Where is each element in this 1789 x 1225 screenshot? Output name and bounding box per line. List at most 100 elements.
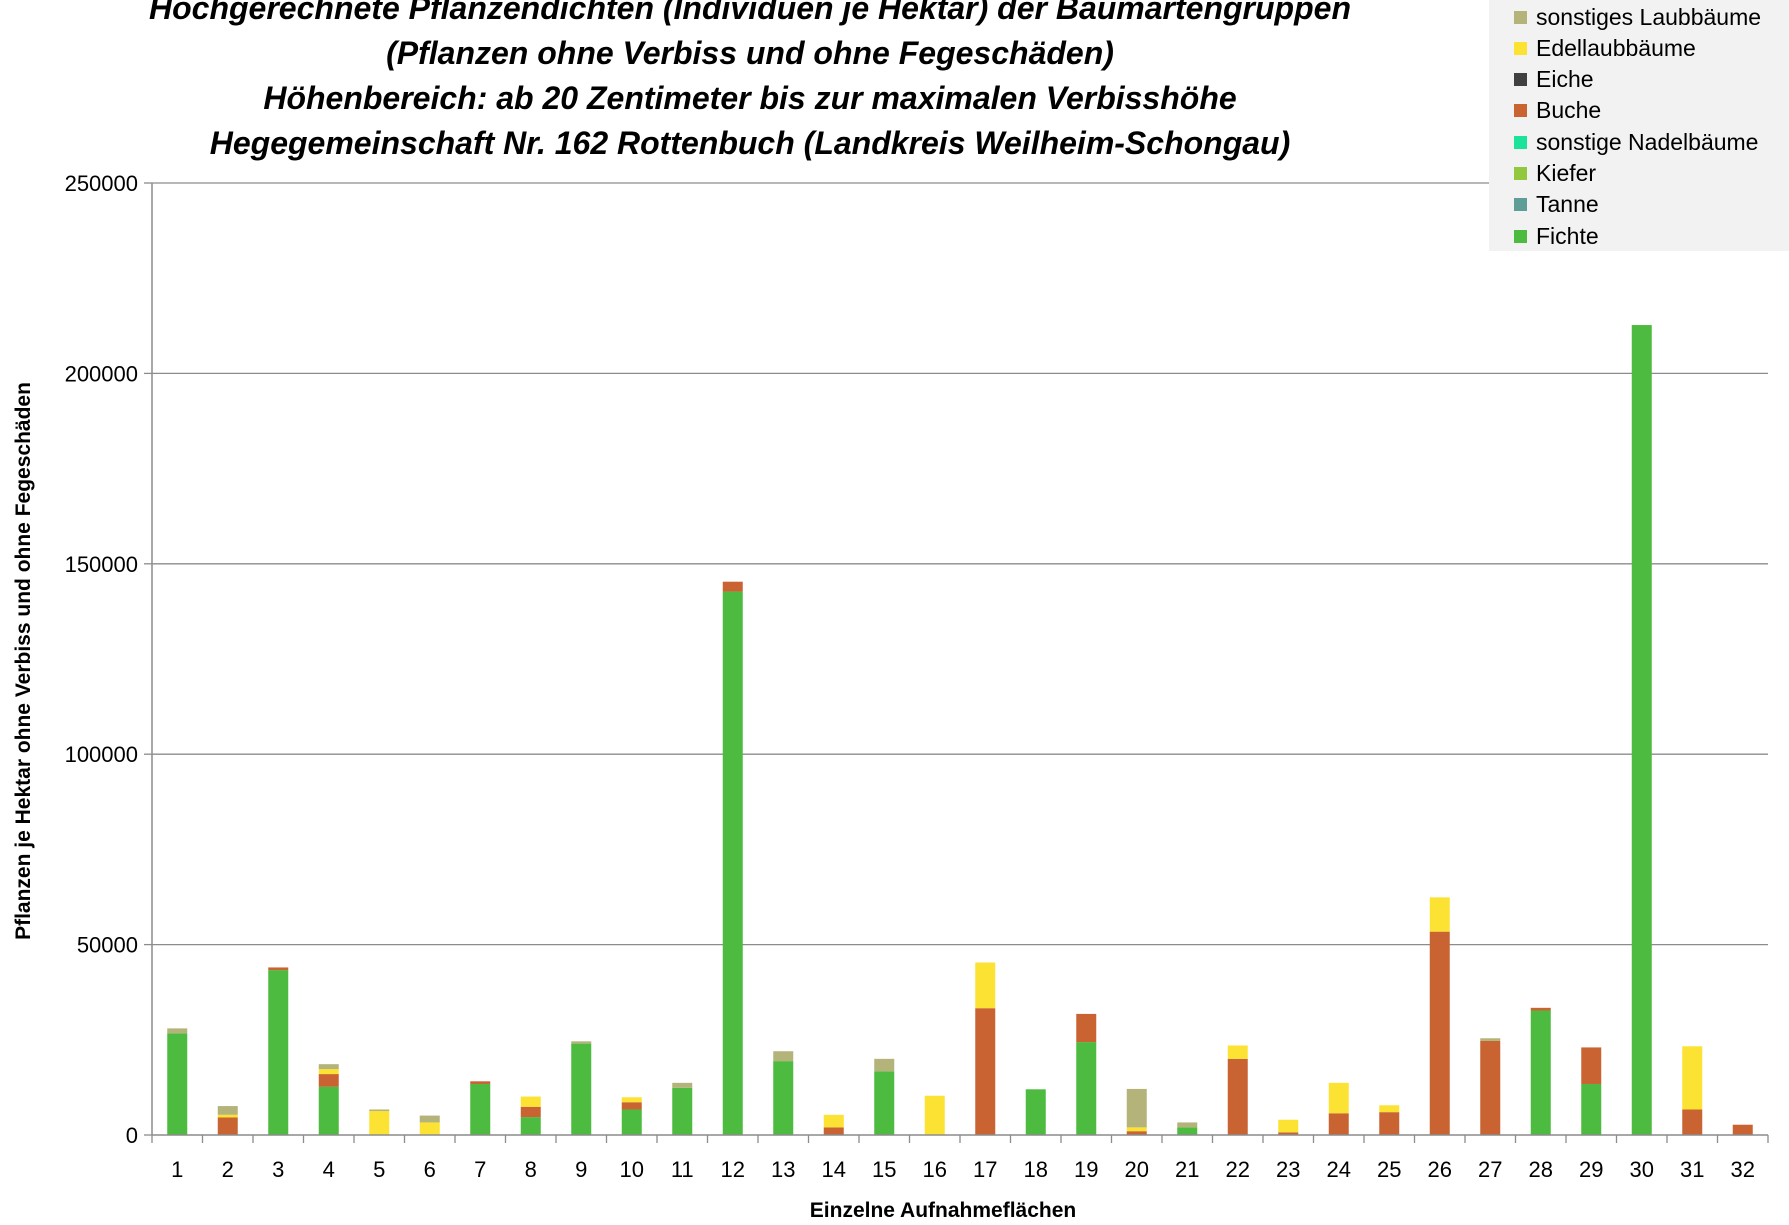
bar-segment bbox=[520, 1096, 541, 1107]
bar-segment bbox=[419, 1122, 440, 1135]
legend-swatch bbox=[1514, 229, 1527, 243]
legend-swatch bbox=[1514, 167, 1527, 180]
bar-segment bbox=[621, 1102, 642, 1110]
y-tick-label: 200000 bbox=[65, 361, 138, 386]
bar-segment bbox=[268, 970, 289, 1135]
bar-segment bbox=[369, 1109, 390, 1112]
x-tick-label: 7 bbox=[474, 1157, 486, 1182]
x-tick-label: 25 bbox=[1377, 1157, 1401, 1182]
x-tick-label: 9 bbox=[575, 1157, 587, 1182]
bar-segment bbox=[217, 1106, 238, 1115]
bar-segment bbox=[318, 1064, 339, 1070]
y-tick-label: 150000 bbox=[65, 552, 138, 577]
bar-segment bbox=[823, 1127, 844, 1135]
x-tick-label: 29 bbox=[1579, 1157, 1603, 1182]
bar-segment bbox=[1126, 1088, 1147, 1128]
bar-segment bbox=[1126, 1131, 1147, 1135]
bar-segment bbox=[823, 1114, 844, 1128]
bar-segment bbox=[621, 1097, 642, 1103]
bar-segment bbox=[571, 1041, 592, 1044]
bar-segment bbox=[1025, 1089, 1046, 1135]
bar-segment bbox=[874, 1058, 895, 1072]
legend-label: Tanne bbox=[1536, 191, 1599, 218]
bar-segment bbox=[520, 1106, 541, 1118]
bar-segment bbox=[1379, 1112, 1400, 1135]
bar-segment bbox=[1682, 1046, 1703, 1110]
y-tick-label: 0 bbox=[126, 1123, 138, 1148]
bar-segment bbox=[1480, 1040, 1501, 1135]
legend-item: Kiefer bbox=[1514, 159, 1596, 189]
x-tick-label: 19 bbox=[1074, 1157, 1098, 1182]
legend: sonstiges Laubbäume Edellaubbäume Eiche Buc… bbox=[1489, 0, 1789, 251]
chart-title-line-3: Höhenbereich: ab 20 Zentimeter bis zur m… bbox=[263, 80, 1237, 116]
legend-item: Edellaubbäume bbox=[1514, 33, 1696, 63]
x-tick-label: 15 bbox=[872, 1157, 896, 1182]
legend-label: sonstige Nadelbäume bbox=[1536, 128, 1759, 155]
x-tick-label: 2 bbox=[222, 1157, 234, 1182]
legend-item: sonstige Nadelbäume bbox=[1514, 127, 1758, 157]
bar-segment bbox=[1076, 1013, 1097, 1043]
y-tick-labels: 0 50000 100000 150000 200000 250000 bbox=[65, 171, 138, 1148]
bar-segment bbox=[874, 1071, 895, 1135]
legend-label: Eiche bbox=[1536, 66, 1594, 93]
bar-segment bbox=[318, 1086, 339, 1135]
axes bbox=[151, 183, 1768, 1136]
x-tick-label: 28 bbox=[1529, 1157, 1553, 1182]
x-tick-label: 17 bbox=[973, 1157, 997, 1182]
bar-segment bbox=[520, 1117, 541, 1135]
bar-segment bbox=[1530, 1010, 1551, 1135]
bar-segment bbox=[1682, 1109, 1703, 1135]
legend-swatch bbox=[1514, 198, 1527, 212]
bar-segment bbox=[1631, 325, 1652, 1135]
legend-label: Buche bbox=[1536, 97, 1602, 124]
bar-segment bbox=[975, 962, 996, 1009]
bar-segment bbox=[1379, 1105, 1400, 1113]
chart-title: Hochgerechnete Pflanzendichten (Individu… bbox=[0, 0, 1500, 166]
bar-segment bbox=[1328, 1113, 1349, 1135]
legend-item: Buche bbox=[1514, 96, 1601, 126]
bar-segment bbox=[217, 1117, 238, 1135]
legend-label: Fichte bbox=[1536, 222, 1599, 249]
legend-swatch bbox=[1514, 104, 1527, 118]
y-tick-label: 100000 bbox=[65, 742, 138, 767]
bar-segment bbox=[924, 1095, 945, 1135]
legend-item: Fichte bbox=[1514, 221, 1599, 251]
x-tick-label: 32 bbox=[1731, 1157, 1755, 1182]
bar-segment bbox=[318, 1074, 339, 1087]
bar-segment bbox=[318, 1069, 339, 1075]
x-tick-label: 20 bbox=[1125, 1157, 1149, 1182]
x-tick-label: 4 bbox=[323, 1157, 335, 1182]
y-axis-label: Pflanzen je Hektar ohne Verbiss und ohne… bbox=[12, 382, 35, 940]
bar-segment bbox=[470, 1081, 491, 1084]
bar-segment bbox=[167, 1033, 188, 1135]
chart-title-line-1: Hochgerechnete Pflanzendichten (Individu… bbox=[149, 0, 1351, 26]
chart-title-line-4: Hegegemeinschaft Nr. 162 Rottenbuch (Lan… bbox=[209, 125, 1291, 161]
legend-swatch bbox=[1514, 10, 1527, 24]
x-tick-label: 1 bbox=[171, 1157, 183, 1182]
x-tick-label: 12 bbox=[721, 1157, 745, 1182]
bar-segment bbox=[1530, 1007, 1551, 1011]
bar-segment bbox=[217, 1114, 238, 1118]
bar-segment bbox=[672, 1087, 693, 1135]
legend-item: Tanne bbox=[1514, 190, 1599, 220]
bar-segment bbox=[1581, 1047, 1602, 1084]
bar-segment bbox=[167, 1028, 188, 1034]
x-tick-label: 14 bbox=[822, 1157, 846, 1182]
bar-segment bbox=[773, 1051, 794, 1062]
x-tick-label: 13 bbox=[771, 1157, 795, 1182]
x-tick-label: 27 bbox=[1478, 1157, 1502, 1182]
bar-segment bbox=[571, 1043, 592, 1135]
x-tick-label: 26 bbox=[1428, 1157, 1452, 1182]
x-tick-label: 30 bbox=[1630, 1157, 1654, 1182]
y-tick-label: 250000 bbox=[65, 171, 138, 196]
bar-stacks bbox=[167, 325, 1753, 1135]
bar-segment bbox=[1227, 1058, 1248, 1135]
bar-segment bbox=[1328, 1082, 1349, 1114]
x-tick-label: 21 bbox=[1175, 1157, 1199, 1182]
bar-segment bbox=[1278, 1132, 1299, 1135]
bar-segment bbox=[1126, 1127, 1147, 1132]
bar-segment bbox=[1581, 1083, 1602, 1135]
bar-segment bbox=[773, 1061, 794, 1135]
bar-segment bbox=[1429, 897, 1450, 932]
bar-segment bbox=[470, 1083, 491, 1135]
